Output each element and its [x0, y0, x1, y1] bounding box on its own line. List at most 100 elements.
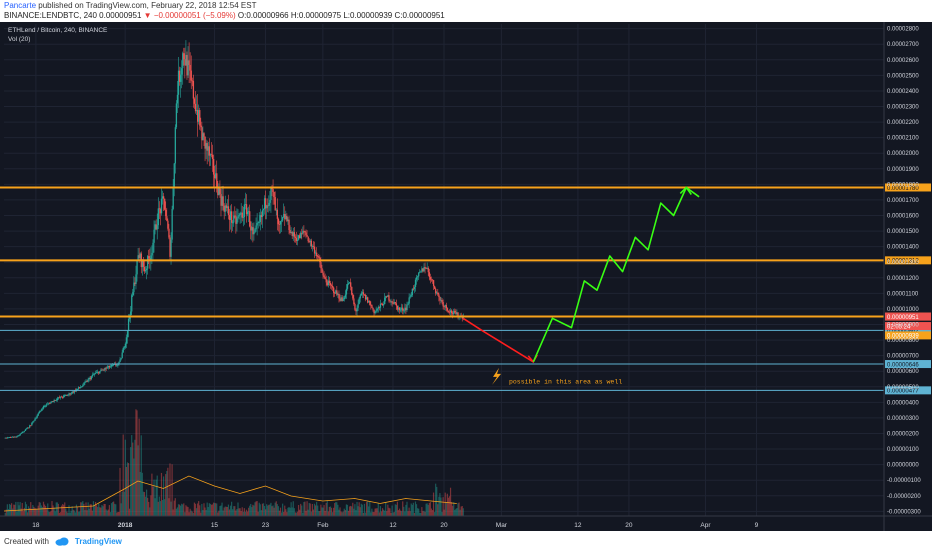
volume-bar [425, 503, 427, 516]
volume-bar [4, 512, 6, 516]
volume-bar [328, 506, 330, 516]
volume-bar [340, 511, 342, 516]
candle-body [40, 409, 43, 411]
volume-bar [89, 504, 91, 516]
candle-body [82, 385, 84, 387]
candle-body [223, 205, 225, 212]
volume-bar [438, 496, 440, 516]
volume-bar [200, 512, 202, 516]
candle-body [443, 306, 445, 308]
lightning-icon [492, 367, 502, 385]
volume-bar [202, 510, 204, 516]
candle-body [164, 198, 166, 210]
candle-body [328, 280, 331, 284]
candle-body [9, 437, 12, 439]
y-tick-label: 0.00002000 [887, 151, 919, 157]
volume-bar [77, 511, 80, 516]
volume-bar [98, 503, 100, 516]
candle-body [338, 293, 340, 299]
candle-body [263, 198, 266, 210]
volume-bar [457, 503, 459, 516]
candle-body [39, 410, 42, 412]
chart-canvas[interactable]: 0.000017800.000013120.000009510.00000862… [0, 22, 932, 531]
candle-body [442, 302, 444, 307]
volume-bar [348, 506, 351, 516]
candle-body [240, 212, 242, 214]
volume-bar [149, 507, 151, 516]
candle-body [206, 143, 208, 151]
candle-body [454, 310, 456, 313]
volume-bar [240, 511, 242, 516]
volume-bar [16, 511, 18, 516]
y-tick-label: 0.00001100 [887, 291, 919, 297]
y-tick-label: 0.00001300 [887, 260, 919, 266]
candle-body [356, 307, 358, 312]
volume-bar [306, 501, 308, 516]
volume-bar [462, 508, 464, 516]
volume-bar [56, 502, 58, 516]
volume-bar [97, 507, 99, 516]
volume-bar [361, 504, 363, 516]
volume-bar [432, 492, 435, 516]
volume-bar [402, 501, 404, 516]
candle-body [197, 110, 199, 122]
volume-bar [180, 505, 182, 516]
price-chart[interactable]: 0.000017800.000013120.000009510.00000862… [0, 22, 932, 531]
volume-bar [272, 505, 274, 516]
volume-bar [142, 491, 145, 516]
candle-body [228, 215, 231, 221]
price-tag-label: 0.00000951 [887, 315, 919, 321]
candle-body [379, 303, 382, 308]
volume-bar [130, 447, 132, 516]
volume-bar [74, 512, 76, 516]
candle-body [195, 110, 198, 112]
candle-body [204, 136, 206, 149]
candle-body [231, 211, 233, 223]
volume-bar [52, 505, 54, 516]
candle-body [343, 297, 345, 300]
volume-bar [212, 502, 215, 516]
x-axis: 18 2018 15 23 Feb 12 20 Mar 12 20 Apr 9 [0, 515, 932, 529]
candle-body [241, 212, 243, 218]
volume-bar [227, 504, 230, 516]
candle-body [208, 146, 210, 156]
volume-bar [287, 507, 289, 516]
candle-body [334, 292, 336, 294]
volume-bar [215, 503, 217, 516]
candle-body [292, 232, 294, 237]
volume-bar [305, 510, 307, 516]
y-tick-label: 0.00001200 [887, 276, 919, 282]
candle-body [139, 253, 141, 258]
level-tag-bg [885, 256, 931, 265]
candle-body [310, 240, 313, 247]
volume-bar [390, 512, 392, 516]
level-tag-label: 0.00001780 [887, 186, 919, 192]
candle-body [329, 283, 332, 286]
y-tick-label: 0.00002300 [887, 105, 919, 111]
candle-body [313, 246, 316, 254]
candle-body [133, 282, 135, 293]
volume-bar [182, 504, 184, 516]
candle-body [17, 435, 19, 437]
volume-bar [420, 512, 422, 516]
candle-body [447, 310, 450, 312]
candle-body [32, 421, 34, 423]
candle-body [250, 226, 252, 231]
volume-bar [276, 504, 278, 516]
level-tag-label: 0.00000646 [887, 362, 919, 368]
candle-body [91, 374, 94, 377]
volume-bar [392, 512, 394, 516]
tradingview-brand[interactable]: TradingView [74, 536, 122, 546]
y-tick-label: 0.00002700 [887, 42, 919, 48]
candle-body [272, 189, 274, 193]
level-tag-bg [885, 183, 931, 192]
volume-bar [26, 512, 29, 516]
author-link[interactable]: Pancarte [4, 1, 37, 10]
volume-bar [45, 505, 47, 516]
volume-bar [46, 509, 48, 516]
volume-bar [178, 504, 181, 516]
candle-body [357, 303, 359, 308]
candle-body [335, 290, 337, 294]
volume-bar [252, 504, 254, 516]
candle-body [87, 379, 89, 382]
